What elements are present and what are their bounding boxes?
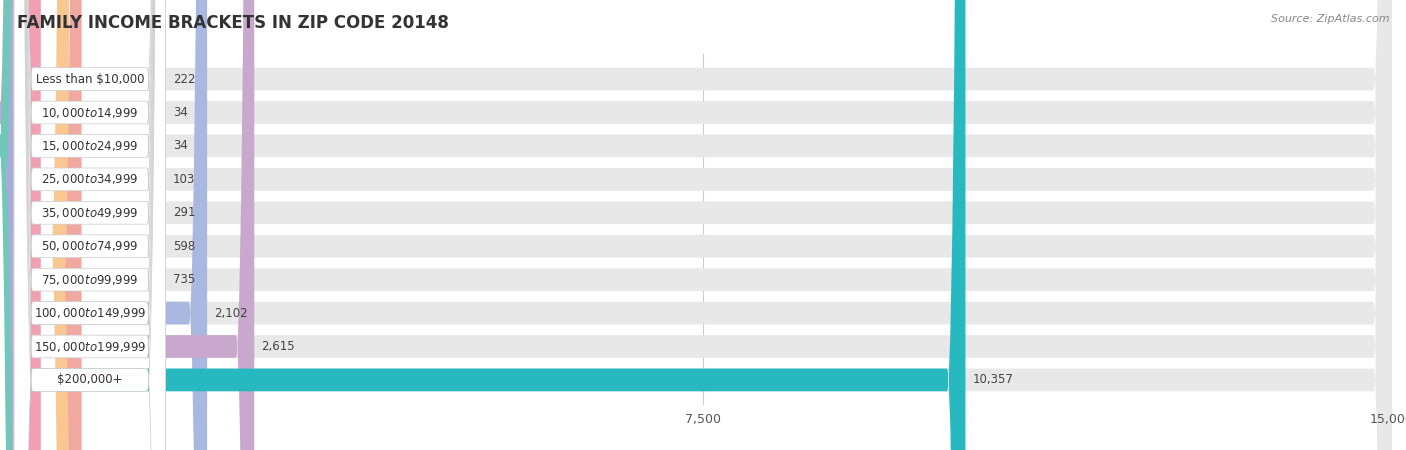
FancyBboxPatch shape: [14, 0, 41, 450]
FancyBboxPatch shape: [14, 0, 82, 450]
Text: $50,000 to $74,999: $50,000 to $74,999: [41, 239, 139, 253]
FancyBboxPatch shape: [14, 0, 166, 450]
Text: $25,000 to $34,999: $25,000 to $34,999: [41, 172, 139, 186]
Text: 598: 598: [173, 240, 195, 253]
FancyBboxPatch shape: [14, 0, 166, 450]
Text: 735: 735: [173, 273, 195, 286]
Text: 34: 34: [173, 106, 188, 119]
FancyBboxPatch shape: [14, 0, 166, 450]
FancyBboxPatch shape: [14, 0, 1392, 450]
FancyBboxPatch shape: [14, 0, 166, 450]
FancyBboxPatch shape: [14, 0, 35, 450]
FancyBboxPatch shape: [14, 0, 207, 450]
FancyBboxPatch shape: [0, 0, 32, 450]
Text: $150,000 to $199,999: $150,000 to $199,999: [34, 339, 146, 354]
FancyBboxPatch shape: [14, 0, 166, 450]
FancyBboxPatch shape: [14, 0, 166, 450]
Text: 291: 291: [173, 206, 195, 219]
FancyBboxPatch shape: [14, 0, 166, 450]
Text: $200,000+: $200,000+: [58, 374, 122, 387]
Text: $10,000 to $14,999: $10,000 to $14,999: [41, 105, 139, 120]
FancyBboxPatch shape: [14, 0, 1392, 450]
Text: FAMILY INCOME BRACKETS IN ZIP CODE 20148: FAMILY INCOME BRACKETS IN ZIP CODE 20148: [17, 14, 449, 32]
FancyBboxPatch shape: [14, 0, 69, 450]
Text: $100,000 to $149,999: $100,000 to $149,999: [34, 306, 146, 320]
FancyBboxPatch shape: [0, 0, 32, 450]
FancyBboxPatch shape: [14, 0, 1392, 450]
FancyBboxPatch shape: [14, 0, 1392, 450]
Text: 10,357: 10,357: [973, 374, 1014, 387]
FancyBboxPatch shape: [14, 0, 1392, 450]
Text: 222: 222: [173, 72, 195, 86]
FancyBboxPatch shape: [14, 0, 1392, 450]
FancyBboxPatch shape: [14, 0, 1392, 450]
Text: $35,000 to $49,999: $35,000 to $49,999: [41, 206, 139, 220]
Text: 2,615: 2,615: [262, 340, 295, 353]
FancyBboxPatch shape: [14, 0, 166, 450]
FancyBboxPatch shape: [14, 0, 1392, 450]
Text: $15,000 to $24,999: $15,000 to $24,999: [41, 139, 139, 153]
Text: 2,102: 2,102: [215, 306, 247, 320]
Text: $75,000 to $99,999: $75,000 to $99,999: [41, 273, 139, 287]
FancyBboxPatch shape: [14, 0, 1392, 450]
FancyBboxPatch shape: [14, 0, 254, 450]
Text: 103: 103: [173, 173, 195, 186]
Text: Less than $10,000: Less than $10,000: [35, 72, 143, 86]
FancyBboxPatch shape: [14, 0, 1392, 450]
Text: Source: ZipAtlas.com: Source: ZipAtlas.com: [1271, 14, 1389, 23]
FancyBboxPatch shape: [14, 0, 166, 450]
FancyBboxPatch shape: [6, 0, 32, 450]
Text: 34: 34: [173, 140, 188, 153]
FancyBboxPatch shape: [14, 0, 166, 450]
FancyBboxPatch shape: [14, 0, 966, 450]
